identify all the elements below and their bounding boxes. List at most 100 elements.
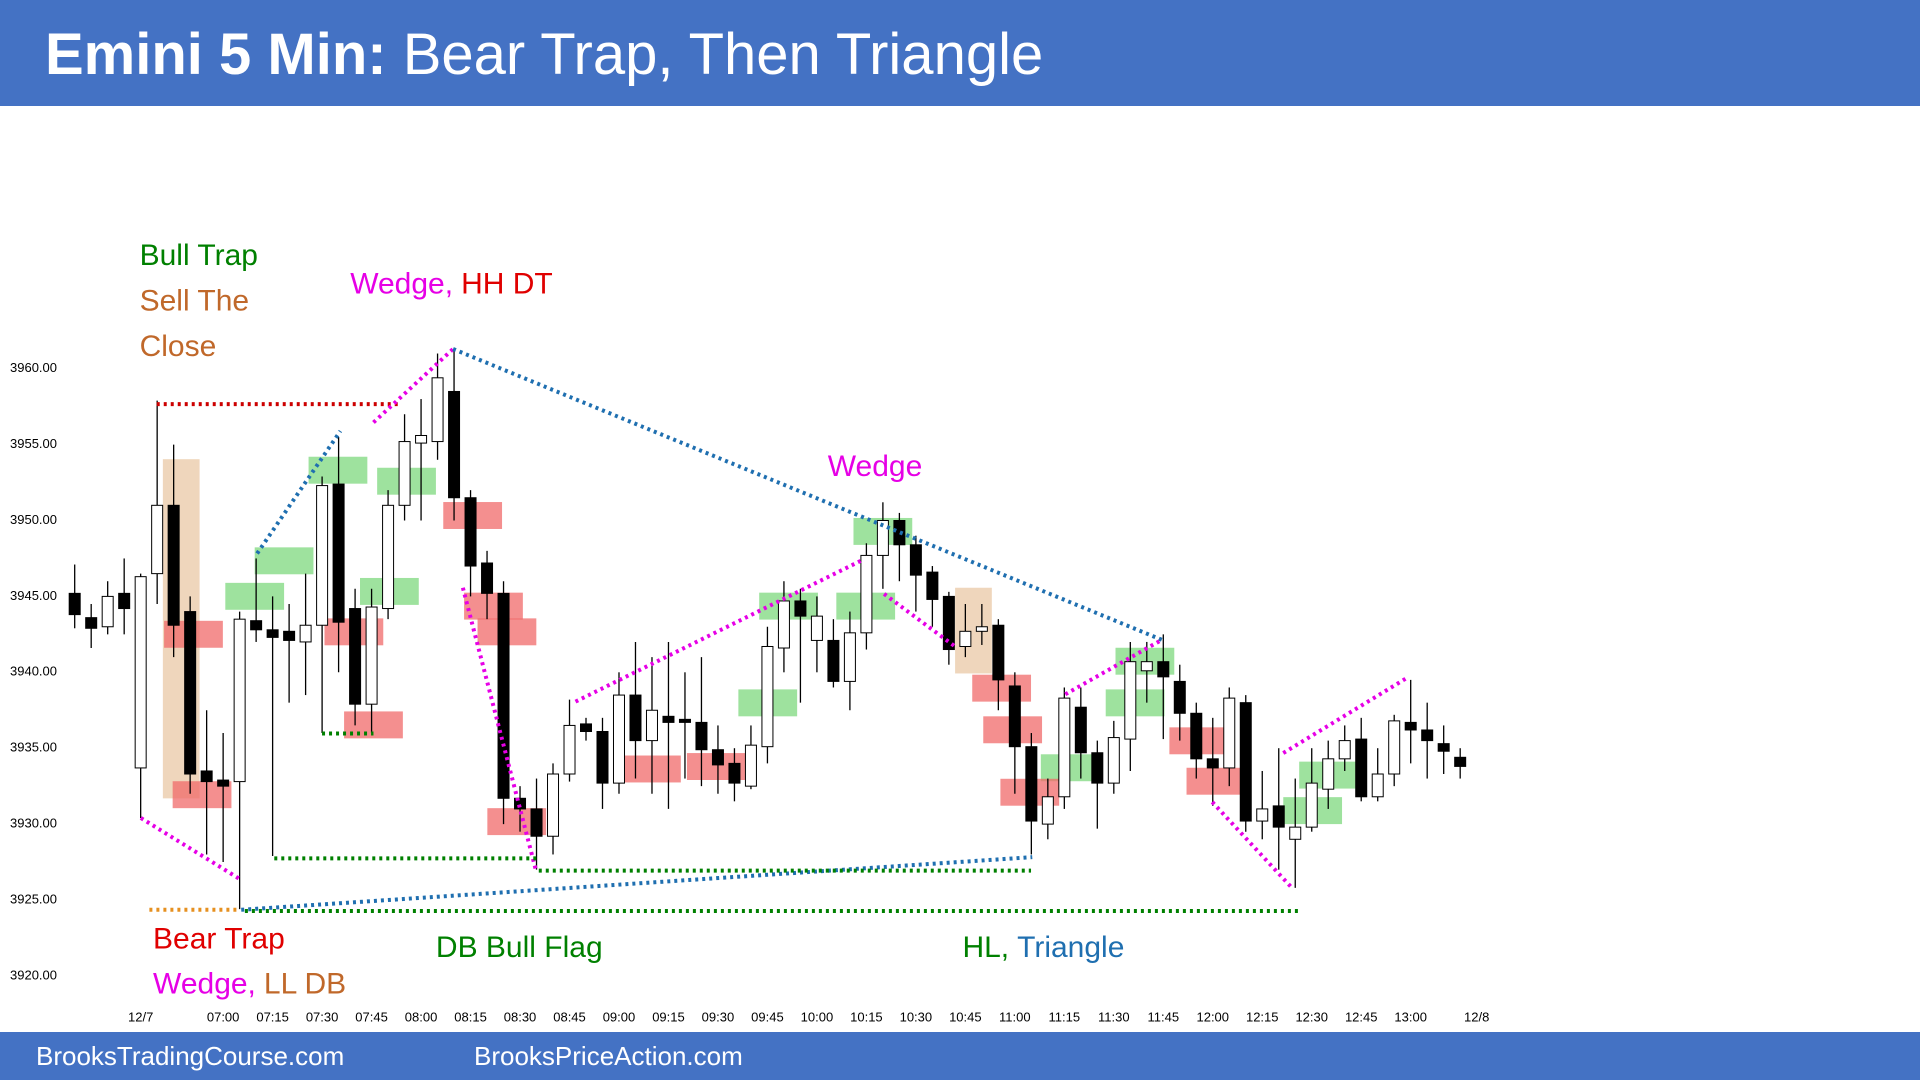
- annotation: Wedge: [828, 450, 923, 483]
- candle-body: [1206, 758, 1219, 769]
- candle-body: [184, 611, 197, 775]
- candle-body: [118, 592, 131, 610]
- candle-body: [1173, 680, 1186, 714]
- trend-line: [139, 816, 242, 881]
- annotation-part: Wedge,: [153, 968, 256, 1001]
- trend-line: [1282, 675, 1410, 755]
- candle-body: [1388, 720, 1401, 775]
- x-tick-label: 11:30: [1098, 1009, 1130, 1024]
- candle-body: [1157, 661, 1170, 678]
- candle-body: [1223, 697, 1236, 769]
- annotation-part: HH DT: [461, 267, 553, 300]
- candle-body: [365, 606, 378, 705]
- candle-body: [1305, 782, 1318, 828]
- trend-line: [1210, 800, 1294, 890]
- candle-body: [217, 779, 230, 787]
- candle-body: [349, 608, 362, 705]
- annotation-part: DB Bull Flag: [436, 931, 603, 964]
- annotation-part: Bull Trap: [140, 239, 258, 272]
- footer-text: BrooksTradingCourse.com: [36, 1041, 345, 1071]
- candle-body: [448, 390, 461, 499]
- x-tick-label: 10:45: [949, 1009, 982, 1024]
- trend-line: [241, 855, 1033, 912]
- y-tick-label: 3960.00: [10, 360, 57, 375]
- candle-body: [645, 709, 658, 742]
- x-tick-label: 09:30: [702, 1009, 735, 1024]
- x-tick-label: 12/7: [128, 1009, 153, 1024]
- x-tick-label: 07:00: [207, 1009, 240, 1024]
- candle-body: [975, 626, 988, 632]
- candle-body: [481, 562, 494, 594]
- annotation: Wedge, HH DT: [350, 267, 553, 300]
- header: Emini 5 Min: Bear Trap, Then Triangle: [0, 0, 1920, 106]
- candle-body: [678, 718, 691, 723]
- candle-body: [876, 520, 889, 556]
- y-tick-label: 3940.00: [10, 664, 57, 679]
- x-tick-label: 12:30: [1295, 1009, 1328, 1024]
- annotation: HL, Triangle: [962, 931, 1124, 964]
- x-tick-label: 08:45: [553, 1009, 586, 1024]
- candle-body: [200, 770, 213, 783]
- candle-body: [596, 731, 609, 784]
- candle-body: [810, 615, 823, 641]
- candle-body: [134, 576, 147, 769]
- candle-body: [563, 724, 576, 775]
- annotation-part: LL DB: [264, 968, 346, 1001]
- candle-body: [1190, 712, 1203, 760]
- signal-box: [254, 547, 314, 575]
- annotation: Sell The: [140, 284, 250, 317]
- candle-body: [151, 504, 164, 575]
- candle-body: [283, 630, 296, 641]
- annotation-part: Triangle: [1017, 931, 1124, 964]
- x-tick-label: 10:00: [801, 1009, 834, 1024]
- candle-body: [299, 624, 312, 643]
- candle-body: [266, 629, 279, 638]
- x-tick-label: 07:30: [306, 1009, 339, 1024]
- candle-body: [909, 544, 922, 576]
- x-tick-label: 08:30: [504, 1009, 537, 1024]
- x-tick-label: 07:15: [256, 1009, 289, 1024]
- x-tick-label: 10:15: [850, 1009, 883, 1024]
- candle-body: [431, 377, 444, 443]
- trend-line: [1064, 638, 1162, 697]
- subtitle: Bear Trap, Then Triangle: [402, 22, 1044, 87]
- footer: BrooksTradingCourse.com BrooksPriceAction…: [0, 1032, 1920, 1080]
- annotation-part: Sell The: [140, 284, 250, 317]
- candle-body: [1289, 826, 1302, 840]
- candle-body: [1404, 721, 1417, 731]
- candle-body: [926, 571, 939, 600]
- candle-body: [68, 592, 81, 616]
- trend-line: [574, 557, 865, 704]
- candle-body: [843, 632, 856, 682]
- x-tick-label: 09:45: [751, 1009, 784, 1024]
- x-tick-label: 08:00: [405, 1009, 438, 1024]
- annotation-part: Bear Trap: [153, 922, 285, 955]
- candle-body: [777, 600, 790, 649]
- candle-body: [1124, 661, 1137, 740]
- candle-body: [711, 749, 724, 766]
- x-tick-label: 11:15: [1049, 1009, 1081, 1024]
- candle-body: [167, 504, 180, 626]
- candle-body: [1107, 737, 1120, 784]
- x-tick-label: 11:00: [999, 1009, 1031, 1024]
- y-tick-label: 3925.00: [10, 891, 57, 906]
- candle-body: [1091, 752, 1104, 784]
- annotation-part: Wedge,: [350, 267, 453, 300]
- x-tick-label: 08:15: [454, 1009, 487, 1024]
- footer-text: BrooksPriceAction.com: [474, 1041, 743, 1071]
- trend-line: [452, 347, 1165, 643]
- candle-body: [1256, 808, 1269, 822]
- candle-body: [1454, 756, 1467, 767]
- candle-body: [1338, 740, 1351, 760]
- candle-body: [398, 441, 411, 506]
- candle-body: [101, 595, 114, 628]
- candle-body: [695, 721, 708, 751]
- candle-body: [959, 630, 972, 647]
- y-tick-label: 3920.00: [10, 967, 57, 982]
- candle-body: [1041, 796, 1054, 825]
- x-tick-label: 13:00: [1394, 1009, 1427, 1024]
- candle-body: [794, 600, 807, 617]
- chart: 3920.00 3925.00 3930.00 3935.00 3940.00 3945.…: [10, 239, 1489, 1024]
- annotation: DB Bull Flag: [436, 931, 603, 964]
- candle-body: [530, 808, 543, 837]
